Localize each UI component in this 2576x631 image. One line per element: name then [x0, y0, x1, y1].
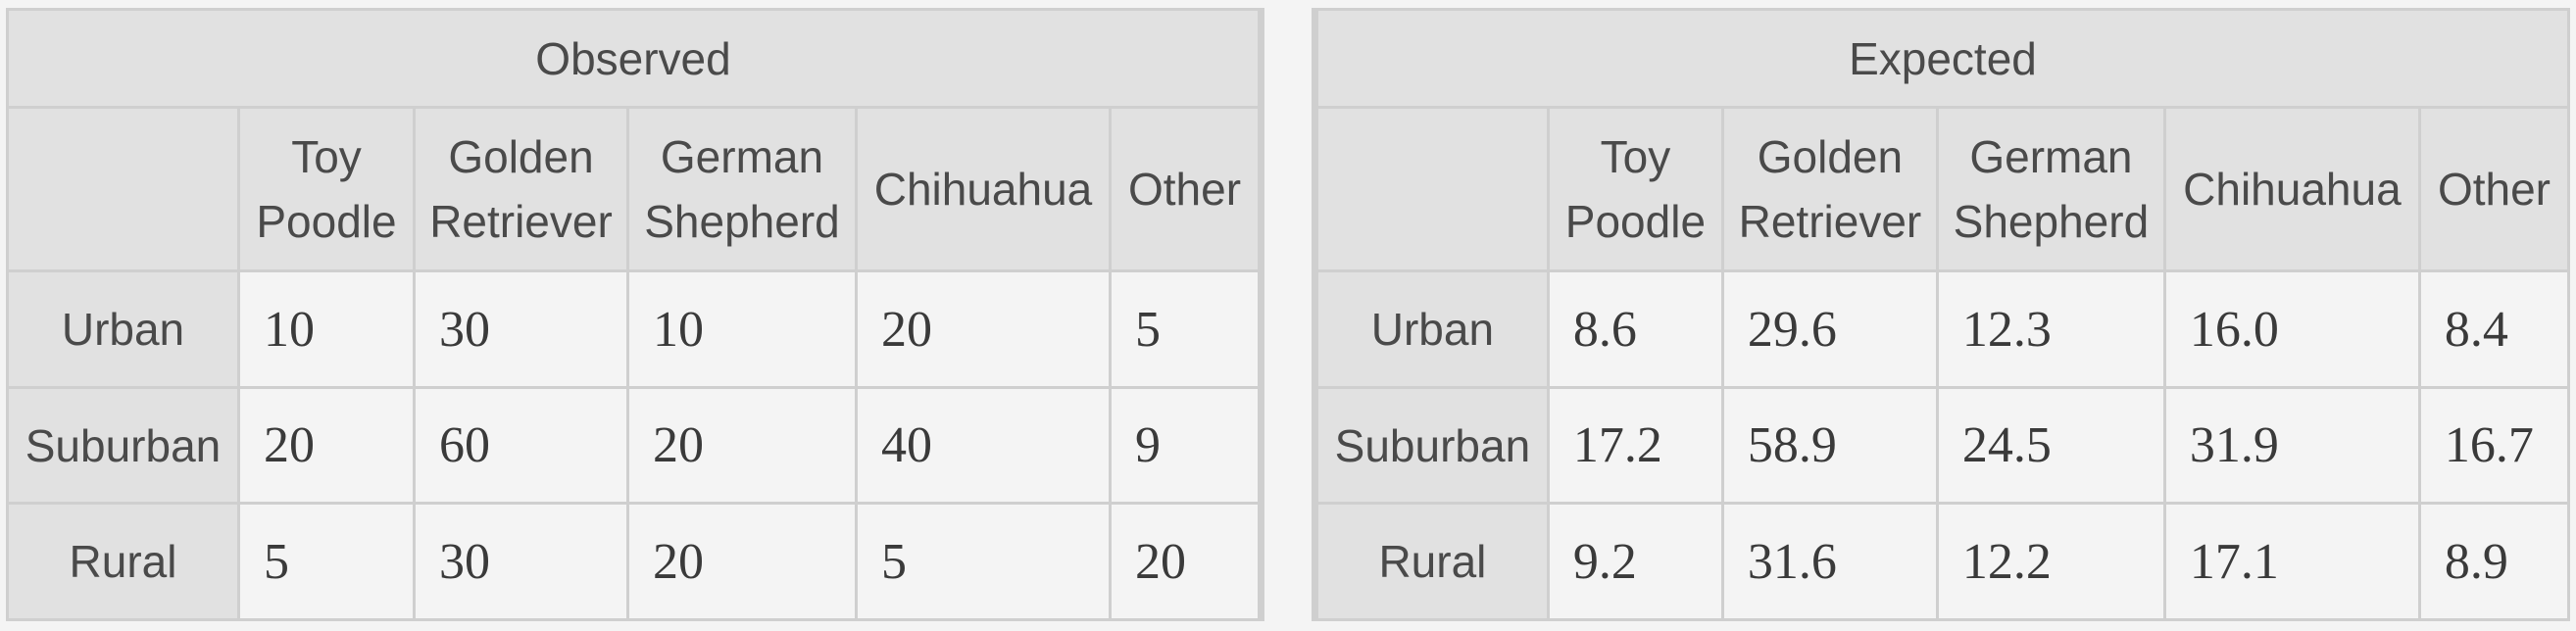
- row-header: Rural: [6, 502, 240, 621]
- corner-cell: [1314, 106, 1550, 273]
- column-header: Other: [2417, 106, 2571, 273]
- table-cell: 40: [855, 385, 1112, 506]
- table-cell: 31.9: [2162, 385, 2421, 506]
- table-row: Suburban 20 60 20 40 9: [6, 385, 1262, 506]
- column-header-line: German: [660, 131, 824, 183]
- column-header-line: Golden: [448, 131, 594, 183]
- table-cell: 5: [1108, 269, 1262, 389]
- column-header: German Shepherd: [626, 106, 858, 273]
- table-row: Urban 10 30 10 20 5: [6, 269, 1262, 389]
- corner-cell: [6, 106, 240, 273]
- table-cell: 9: [1108, 385, 1262, 506]
- row-header: Rural: [1314, 502, 1550, 621]
- column-header-line: Retriever: [429, 196, 613, 248]
- table-cell: 58.9: [1720, 385, 1939, 506]
- table-cell: 60: [413, 385, 629, 506]
- table-cell: 20: [626, 385, 858, 506]
- table-cell: 5: [855, 502, 1112, 621]
- table-cell: 30: [413, 502, 629, 621]
- row-header: Suburban: [6, 385, 240, 506]
- table-cell: 10: [237, 269, 416, 389]
- table-row: Rural 5 30 20 5 20: [6, 502, 1262, 621]
- column-header-line: Poodle: [1564, 196, 1707, 248]
- table-cell: 17.2: [1546, 385, 1724, 506]
- table-cell: 20: [1108, 502, 1262, 621]
- column-header: German Shepherd: [1935, 106, 2166, 273]
- table-cell: 8.9: [2417, 502, 2571, 621]
- column-header: Chihuahua: [855, 106, 1112, 273]
- tables-container: Observed Toy Poodle Golden Retriever Germa…: [5, 7, 2571, 621]
- column-header-line: Toy: [291, 131, 362, 183]
- column-header: Golden Retriever: [413, 106, 629, 273]
- table-title: Expected: [1314, 7, 2571, 110]
- table-cell: 24.5: [1935, 385, 2166, 506]
- table-cell: 9.2: [1546, 502, 1724, 621]
- column-header-line: Shepherd: [644, 196, 840, 248]
- table-cell: 8.4: [2417, 269, 2571, 389]
- column-header-line: German: [1969, 131, 2133, 183]
- table-row: Urban 8.6 29.6 12.3 16.0 8.4: [1314, 269, 2571, 389]
- table-cell: 17.1: [2162, 502, 2421, 621]
- table-row: Suburban 17.2 58.9 24.5 31.9 16.7: [1314, 385, 2571, 506]
- table-row: Rural 9.2 31.6 12.2 17.1 8.9: [1314, 502, 2571, 621]
- column-header-line: Shepherd: [1953, 196, 2150, 248]
- column-header: Golden Retriever: [1720, 106, 1939, 273]
- row-header: Urban: [6, 269, 240, 389]
- column-header-line: Retriever: [1738, 196, 1922, 248]
- table-cell: 5: [237, 502, 416, 621]
- table-cell: 16.7: [2417, 385, 2571, 506]
- table-separator: [1261, 8, 1315, 621]
- column-header-line: Poodle: [256, 196, 397, 248]
- table-cell: 20: [626, 502, 858, 621]
- column-header: Chihuahua: [2162, 106, 2421, 273]
- column-header: Toy Poodle: [1546, 106, 1724, 273]
- table-cell: 12.2: [1935, 502, 2166, 621]
- column-header: Toy Poodle: [237, 106, 416, 273]
- table-title: Observed: [5, 7, 1262, 110]
- expected-table: Expected Toy Poodle Golden Retriever Germa…: [1314, 7, 2571, 621]
- column-header-line: Toy: [1600, 131, 1671, 183]
- table-cell: 16.0: [2162, 269, 2421, 389]
- table-cell: 10: [626, 269, 858, 389]
- column-header-line: Golden: [1757, 131, 1904, 183]
- row-header: Urban: [1314, 269, 1550, 389]
- table-cell: 8.6: [1546, 269, 1724, 389]
- table-cell: 20: [237, 385, 416, 506]
- observed-table: Observed Toy Poodle Golden Retriever Germa…: [5, 7, 1262, 621]
- table-cell: 30: [413, 269, 629, 389]
- column-header: Other: [1108, 106, 1262, 273]
- table-cell: 20: [855, 269, 1112, 389]
- table-cell: 12.3: [1935, 269, 2166, 389]
- table-cell: 31.6: [1720, 502, 1939, 621]
- row-header: Suburban: [1314, 385, 1550, 506]
- table-cell: 29.6: [1720, 269, 1939, 389]
